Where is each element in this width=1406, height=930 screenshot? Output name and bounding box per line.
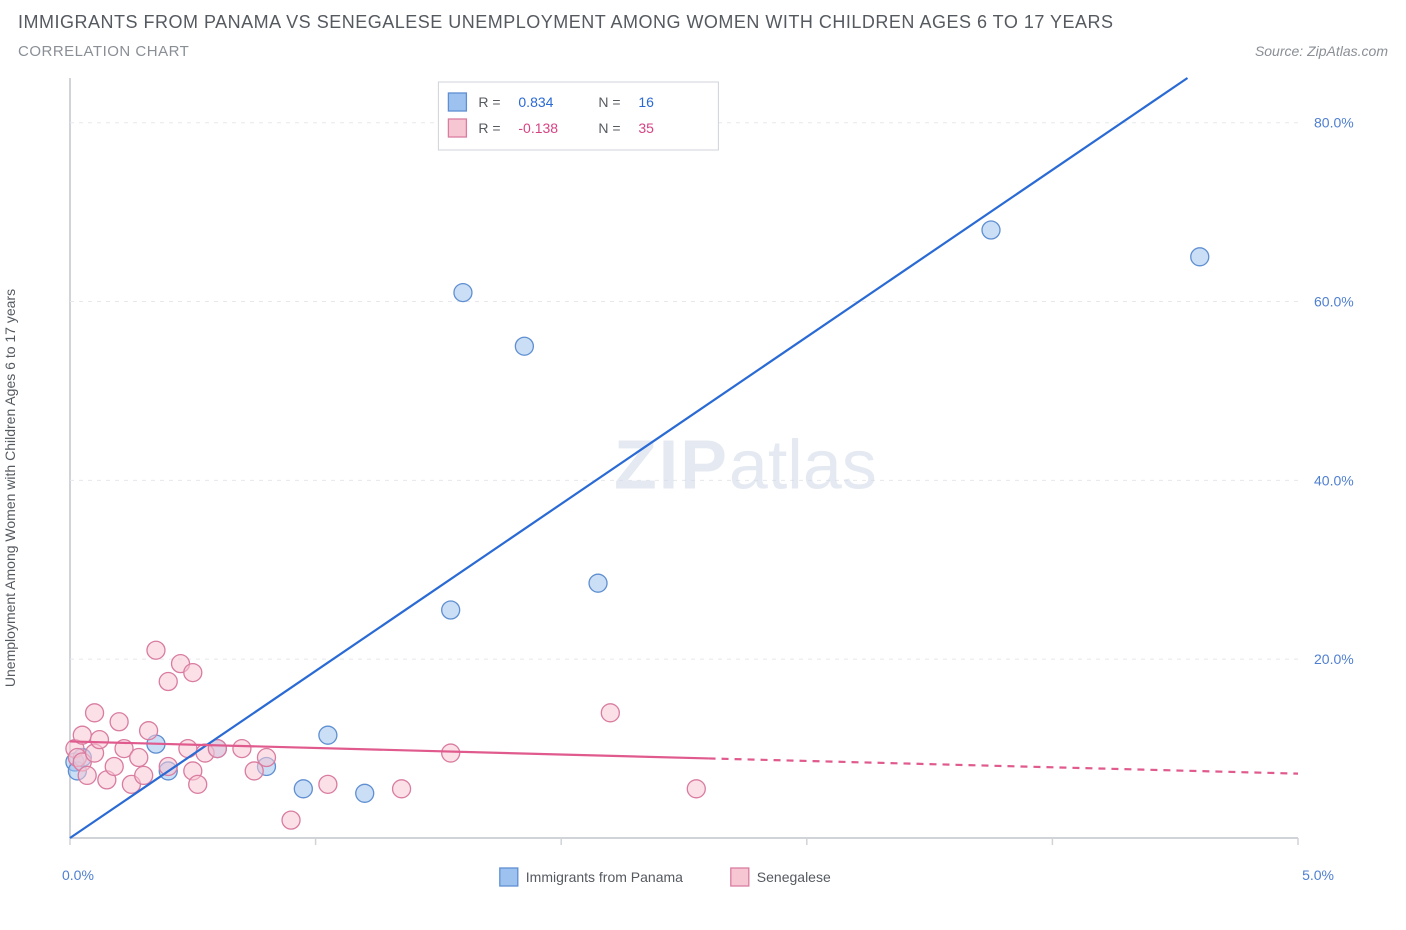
scatter-point (442, 601, 460, 619)
y-tick-label: 20.0% (1314, 651, 1354, 667)
page-title: IMMIGRANTS FROM PANAMA VS SENEGALESE UNE… (18, 12, 1388, 33)
scatter-point (179, 740, 197, 758)
scatter-point (130, 749, 148, 767)
legend-n-value: 35 (638, 120, 654, 136)
scatter-point (454, 284, 472, 302)
x-tick-label: 5.0% (1302, 867, 1334, 883)
scatter-point (442, 744, 460, 762)
scatter-point (393, 780, 411, 798)
x-legend-swatch (731, 868, 749, 886)
legend-n-label: N = (598, 94, 620, 110)
subtitle: CORRELATION CHART (18, 43, 189, 60)
y-tick-label: 80.0% (1314, 115, 1354, 131)
scatter-point (105, 757, 123, 775)
regression-line (70, 741, 709, 758)
y-tick-label: 40.0% (1314, 472, 1354, 488)
scatter-point (189, 775, 207, 793)
scatter-point (515, 337, 533, 355)
legend-r-label: R = (478, 120, 500, 136)
scatter-point (982, 221, 1000, 239)
chart-container: Unemployment Among Women with Children A… (18, 68, 1388, 908)
scatter-point (78, 766, 96, 784)
scatter-point (319, 775, 337, 793)
scatter-point (257, 749, 275, 767)
scatter-point (110, 713, 128, 731)
y-tick-label: 60.0% (1314, 294, 1354, 310)
legend-swatch (448, 119, 466, 137)
scatter-point (233, 740, 251, 758)
source-label: Source: ZipAtlas.com (1255, 43, 1388, 59)
legend-n-value: 16 (638, 94, 654, 110)
legend-r-value: -0.138 (518, 120, 558, 136)
x-legend-label: Immigrants from Panama (526, 869, 683, 885)
legend-stats-box (438, 82, 718, 150)
scatter-point (356, 784, 374, 802)
legend-r-label: R = (478, 94, 500, 110)
x-legend-swatch (500, 868, 518, 886)
scatter-point (1191, 248, 1209, 266)
legend-r-value: 0.834 (518, 94, 553, 110)
scatter-point (319, 726, 337, 744)
scatter-point (687, 780, 705, 798)
x-legend-label: Senegalese (757, 869, 831, 885)
correlation-chart: 20.0% 40.0% 60.0% 80.0% 0.0% 5.0% ZIPatlas R = 0… (18, 68, 1388, 908)
legend-n-label: N = (598, 120, 620, 136)
scatter-point (86, 704, 104, 722)
scatter-point (90, 731, 108, 749)
scatter-point (159, 673, 177, 691)
scatter-point (135, 766, 153, 784)
scatter-point (140, 722, 158, 740)
scatter-point (294, 780, 312, 798)
regression-line (70, 78, 1187, 838)
x-tick-label: 0.0% (62, 867, 94, 883)
legend-swatch (448, 93, 466, 111)
scatter-point (147, 641, 165, 659)
scatter-point (282, 811, 300, 829)
watermark: ZIPatlas (614, 425, 877, 503)
scatter-point (601, 704, 619, 722)
scatter-point (184, 664, 202, 682)
regression-line-dashed (709, 758, 1298, 773)
y-axis-label: Unemployment Among Women with Children A… (2, 289, 18, 687)
scatter-point (589, 574, 607, 592)
subtitle-row: CORRELATION CHART Source: ZipAtlas.com (18, 43, 1388, 60)
